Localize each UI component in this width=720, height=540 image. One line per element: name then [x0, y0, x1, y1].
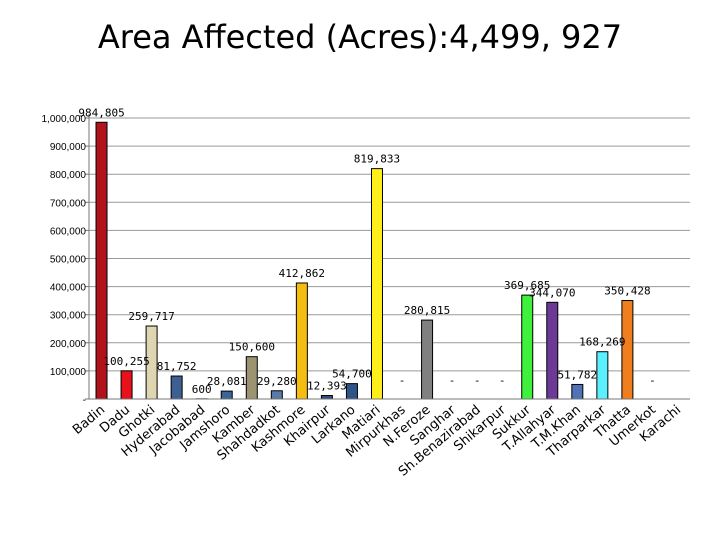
bar — [421, 319, 434, 400]
bar — [220, 390, 233, 400]
bar — [170, 375, 183, 400]
data-label: 51,782 — [557, 368, 597, 381]
bar — [245, 356, 258, 400]
y-tick-label: 700,000 — [50, 198, 87, 209]
y-tick-label: 400,000 — [50, 283, 87, 294]
data-label: 81,752 — [157, 360, 197, 373]
y-tick-label: 800,000 — [50, 170, 87, 181]
y-axis: - 100,000 200,000 300,000 400,000 500,000 600,… — [42, 114, 90, 406]
y-tick-label: 500,000 — [50, 255, 87, 266]
data-label: 12,393 — [307, 380, 347, 393]
y-tick-label: 100,000 — [50, 367, 87, 378]
y-tick-label: 600,000 — [50, 226, 87, 237]
data-label: - — [449, 374, 456, 387]
data-label: 819,833 — [354, 153, 400, 166]
data-label: 54,700 — [332, 368, 372, 381]
data-label: 259,717 — [128, 310, 174, 323]
bar — [621, 300, 634, 400]
y-tick-label: 200,000 — [50, 339, 87, 350]
bar — [345, 383, 358, 400]
y-tick-label: 1,000,000 — [42, 114, 87, 125]
bar — [295, 282, 308, 400]
data-label: 369,685 — [504, 279, 550, 292]
data-label: 280,815 — [404, 304, 450, 317]
data-label: 28,081 — [207, 375, 247, 388]
data-label: 168,269 — [579, 336, 625, 349]
data-label: - — [474, 374, 481, 387]
bar — [270, 390, 283, 400]
data-label: 412,862 — [279, 267, 325, 280]
data-label: 150,600 — [229, 341, 275, 354]
y-tick-label: - — [83, 395, 86, 406]
data-label: - — [399, 374, 406, 387]
grid-lines — [89, 117, 690, 372]
chart-title: Area Affected (Acres):4,499, 927 — [97, 18, 623, 56]
data-label: 984,805 — [78, 106, 124, 119]
data-label: 100,255 — [103, 355, 149, 368]
bar — [571, 383, 584, 400]
bars — [95, 121, 634, 400]
y-tick-label: 900,000 — [50, 142, 87, 153]
bar — [546, 301, 559, 400]
data-label: 344,070 — [529, 286, 575, 299]
bar — [120, 370, 133, 400]
data-label: 600 — [192, 383, 212, 396]
bar — [370, 168, 383, 400]
data-label: - — [649, 374, 656, 387]
x-axis: BadinDaduGhotkiHyderabadJacobabadJamshor… — [70, 398, 690, 480]
y-tick-label: 300,000 — [50, 311, 87, 322]
bar — [320, 395, 333, 400]
data-label: - — [499, 374, 506, 387]
bar — [596, 351, 609, 400]
data-label: 350,428 — [604, 285, 650, 298]
bar — [521, 294, 534, 400]
data-label: 29,280 — [257, 375, 297, 388]
